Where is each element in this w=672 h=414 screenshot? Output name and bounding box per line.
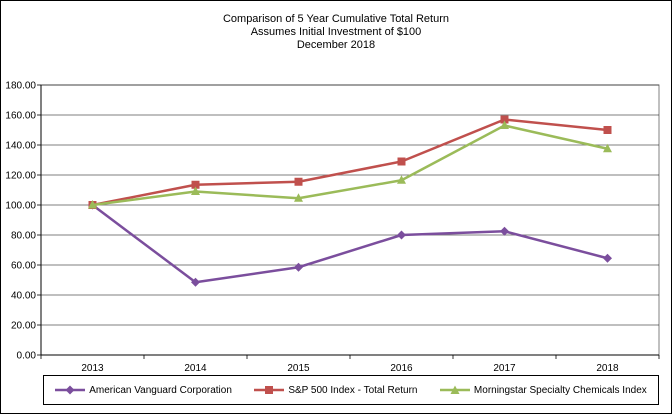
data-point-3 [88, 200, 97, 209]
y-tick-label: 20.00 [11, 321, 36, 332]
y-tick-label: 60.00 [11, 261, 36, 272]
legend: American Vanguard Corporation S&P 500 In… [43, 375, 659, 405]
y-tick-label: 140.00 [5, 141, 36, 152]
chart-title-line-1: Comparison of 5 Year Cumulative Total Re… [222, 13, 450, 25]
data-point-3 [191, 186, 200, 195]
data-point-1 [294, 262, 303, 272]
y-tick-label: 80.00 [11, 231, 36, 242]
data-point-1 [500, 226, 509, 236]
series-line-1 [91, 204, 608, 284]
x-tick-label: 2014 [184, 363, 207, 374]
data-point-2 [191, 180, 200, 189]
legend-label-american-vanguard: American Vanguard Corporation [89, 384, 232, 396]
chart-title: Comparison of 5 Year Cumulative Total Re… [1, 13, 671, 52]
chart-title-line-3: December 2018 [296, 39, 376, 51]
data-point-3 [294, 193, 303, 202]
legend-label-morningstar: Morningstar Specialty Chemicals Index [473, 384, 647, 396]
legend-swatch-sp500 [254, 386, 285, 394]
data-point-2 [397, 157, 406, 166]
x-tick-label: 2013 [81, 363, 104, 374]
data-point-1 [191, 277, 200, 287]
data-point-3 [603, 143, 612, 153]
x-tick-label: 2018 [596, 363, 619, 374]
x-tick-label: 2017 [493, 363, 516, 374]
legend-item-morningstar: Morningstar Specialty Chemicals Index [439, 384, 647, 396]
y-tick-label: 100.00 [5, 201, 36, 212]
y-tick-label: 160.00 [5, 111, 36, 122]
y-tick-label: 120.00 [5, 171, 36, 182]
x-tick-label: 2015 [287, 363, 310, 374]
y-tick-label: 180.00 [5, 81, 36, 92]
series-line-3 [92, 124, 608, 207]
data-point-2 [294, 177, 303, 186]
legend-item-sp500: S&P 500 Index - Total Return [254, 384, 417, 396]
legend-swatch-morningstar [439, 385, 470, 394]
chart-title-line-2: Assumes Initial Investment of $100 [250, 26, 422, 38]
y-tick-label: 0.00 [17, 351, 37, 362]
data-point-3 [397, 175, 406, 184]
legend-item-american-vanguard: American Vanguard Corporation [55, 384, 232, 396]
series-line-2 [92, 118, 608, 207]
data-point-2 [603, 126, 612, 134]
legend-label-sp500: S&P 500 Index - Total Return [288, 384, 418, 396]
data-point-3 [500, 120, 509, 129]
data-point-2 [500, 115, 509, 124]
data-point-1 [397, 230, 406, 240]
data-point-1 [603, 253, 612, 263]
legend-swatch-american-vanguard [55, 385, 86, 395]
y-tick-label: 40.00 [11, 291, 36, 302]
x-tick-label: 2016 [390, 363, 413, 374]
